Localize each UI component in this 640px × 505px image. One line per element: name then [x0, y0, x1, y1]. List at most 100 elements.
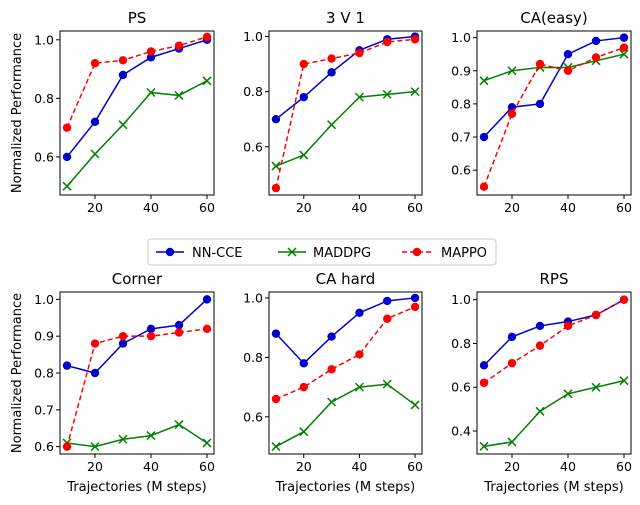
- chart-6-series-maddpg-point-3: [535, 406, 545, 416]
- chart-3-series-mappo-point-1: [479, 182, 489, 191]
- chart-5-series-mappo-point-6: [410, 302, 420, 312]
- chart-6-series-nn-cce-point-2: [507, 332, 517, 342]
- chart-4-series-nn-cce-point-5: [174, 320, 184, 330]
- chart-4-series-maddpg-point-3: [118, 434, 128, 444]
- legend: NN-CCE MADDPG MAPPO: [147, 238, 497, 266]
- chart-4-series-maddpg-point-5: [174, 420, 184, 430]
- chart-3-series-mappo-point-5: [591, 53, 601, 62]
- chart-2-xtick-label-20: 20: [296, 200, 312, 215]
- chart-3-series-mappo-point-6: [619, 43, 629, 52]
- chart-3-series-mappo-point-2: [507, 109, 517, 119]
- chart-4-series-mappo-line: [66, 328, 208, 447]
- chart-2-series-mappo-point-4: [355, 48, 364, 58]
- chart-3-title: CA(easy): [520, 9, 588, 27]
- chart-4-ytick-label-0-8: 0.8: [34, 366, 54, 381]
- chart-2-series-mappo-point-3: [327, 54, 336, 63]
- chart-4-xtick-label-20: 20: [87, 459, 103, 474]
- chart-6-rps: RPS 20 40 60 0.4 0.6 0.8 1.0 Trajectories (M ste…: [451, 270, 632, 495]
- chart-5-series-nn-cce-point-2: [299, 359, 308, 368]
- legend-entry-maddpg: MADDPG: [278, 246, 371, 261]
- chart-5-ca-hard: CA hard 20 40 60 0.6 0.8 1.0 Trajectories (M st…: [243, 270, 423, 495]
- chart-4-series-nn-cce-point-1: [62, 361, 72, 370]
- chart-1-series-mappo-point-2: [90, 59, 100, 68]
- chart-5-xtick-label-40: 40: [351, 459, 367, 474]
- chart-1-ytick-label-0-8: 0.8: [34, 91, 54, 106]
- chart-3-ytick-label-0-9: 0.9: [451, 63, 471, 78]
- chart-6-series-mappo-point-2: [507, 358, 517, 368]
- chart-3-series-maddpg-point-1: [479, 76, 489, 86]
- chart-1-series-maddpg-point-5: [174, 90, 184, 100]
- chart-4-series-nn-cce-line: [66, 298, 208, 374]
- chart-4-series-maddpg-point-4: [146, 431, 156, 441]
- chart-2-xtick-label-60: 60: [407, 200, 423, 215]
- chart-4-series-maddpg-point-6: [202, 438, 212, 448]
- chart-1-series-mappo-point-6: [202, 32, 212, 42]
- chart-4-series-mappo-point-5: [174, 328, 184, 337]
- chart-1-ylabel: Normalized Performance: [10, 33, 25, 193]
- chart-3-series-nn-cce-point-4: [563, 49, 573, 59]
- chart-4-series-mappo-point-1: [62, 442, 72, 451]
- chart-1-series-nn-cce-point-4: [146, 53, 156, 62]
- chart-1-series-nn-cce-point-1: [62, 152, 72, 162]
- chart-4-xtick-label-40: 40: [143, 459, 159, 474]
- chart-2-series-mappo-point-1: [271, 183, 281, 193]
- chart-2-series-nn-cce-point-2: [299, 92, 308, 102]
- chart-4-series-mappo-point-3: [118, 331, 128, 341]
- chart-5-series-nn-cce-point-3: [327, 332, 336, 341]
- chart-1-series-maddpg-point-4: [146, 87, 156, 98]
- chart-5-series-mappo-point-1: [271, 394, 281, 404]
- chart-2-axes-frame: [268, 30, 423, 196]
- chart-4-series-maddpg-point-2: [90, 442, 100, 452]
- chart-4-xlabel: Trajectories (M steps): [66, 480, 206, 495]
- chart-6-series-maddpg-point-6: [619, 376, 629, 386]
- legend-entry-mappo: MAPPO: [402, 246, 487, 261]
- chart-6-series-nn-cce-line: [483, 299, 625, 366]
- chart-6-ytick-label-1-0: 1.0: [451, 292, 471, 307]
- chart-1-title: PS: [128, 9, 147, 27]
- chart-3-ytick-label-0-6: 0.6: [451, 163, 471, 178]
- chart-4-series-maddpg-line: [66, 423, 208, 448]
- chart-3-series-maddpg-line: [483, 53, 625, 82]
- chart-3-xtick-label-20: 20: [504, 200, 520, 215]
- legend-label-nn-cce: NN-CCE: [192, 246, 243, 261]
- chart-1-series-mappo-point-5: [174, 41, 184, 50]
- chart-3-axes-frame: [476, 30, 632, 196]
- chart-5-series-nn-cce-point-4: [355, 308, 364, 318]
- chart-1-series-mappo-point-4: [146, 47, 156, 56]
- chart-6-series-mappo-point-5: [591, 310, 601, 320]
- chart-3-series-maddpg-point-2: [507, 66, 517, 76]
- chart-2-series-maddpg-point-2: [299, 150, 309, 160]
- chart-6-xlabel: Trajectories (M steps): [483, 480, 623, 495]
- chart-5-ytick-label-0-8: 0.8: [243, 350, 263, 365]
- chart-4-series-mappo-point-4: [146, 331, 156, 341]
- chart-5-ytick-label-0-6: 0.6: [243, 409, 263, 424]
- chart-5-title: CA hard: [316, 270, 376, 288]
- chart-1-series-maddpg-point-6: [202, 76, 212, 86]
- chart-6-ytick-label-0-8: 0.8: [451, 336, 471, 351]
- chart-4-series-nn-cce-point-6: [202, 295, 212, 304]
- chart-5-series-maddpg-point-6: [410, 400, 420, 410]
- chart-2-series-mappo-line: [275, 38, 416, 189]
- chart-4-axes-frame: [59, 291, 215, 455]
- chart-6-series-mappo-point-4: [563, 321, 573, 331]
- chart-1-xtick-label-40: 40: [143, 200, 159, 215]
- chart-6-series-maddpg-point-4: [563, 389, 573, 399]
- chart-6-series-maddpg-point-2: [507, 437, 517, 447]
- chart-6-series-mappo-line: [483, 299, 625, 384]
- chart-4-title: Corner: [112, 270, 163, 288]
- chart-3-series-mappo-line: [483, 46, 625, 187]
- chart-3-series-nn-cce-point-5: [591, 36, 601, 46]
- chart-6-series-maddpg-point-5: [591, 382, 601, 392]
- legend-label-mappo: MAPPO: [441, 246, 487, 261]
- chart-3-ytick-label-0-8: 0.8: [451, 96, 471, 111]
- chart-3-series-maddpg-point-6: [619, 49, 629, 59]
- legend-frame: [147, 238, 497, 266]
- chart-6-series-maddpg-point-1: [479, 441, 489, 451]
- chart-5-series-nn-cce-point-6: [410, 293, 420, 303]
- chart-5-series-mappo-point-3: [327, 365, 336, 374]
- chart-1-series-mappo-line: [66, 36, 208, 128]
- chart-5-series-maddpg-point-1: [271, 442, 281, 452]
- chart-6-series-maddpg-line: [483, 379, 625, 448]
- chart-6-title: RPS: [540, 270, 569, 288]
- chart-5-xtick-label-60: 60: [407, 459, 423, 474]
